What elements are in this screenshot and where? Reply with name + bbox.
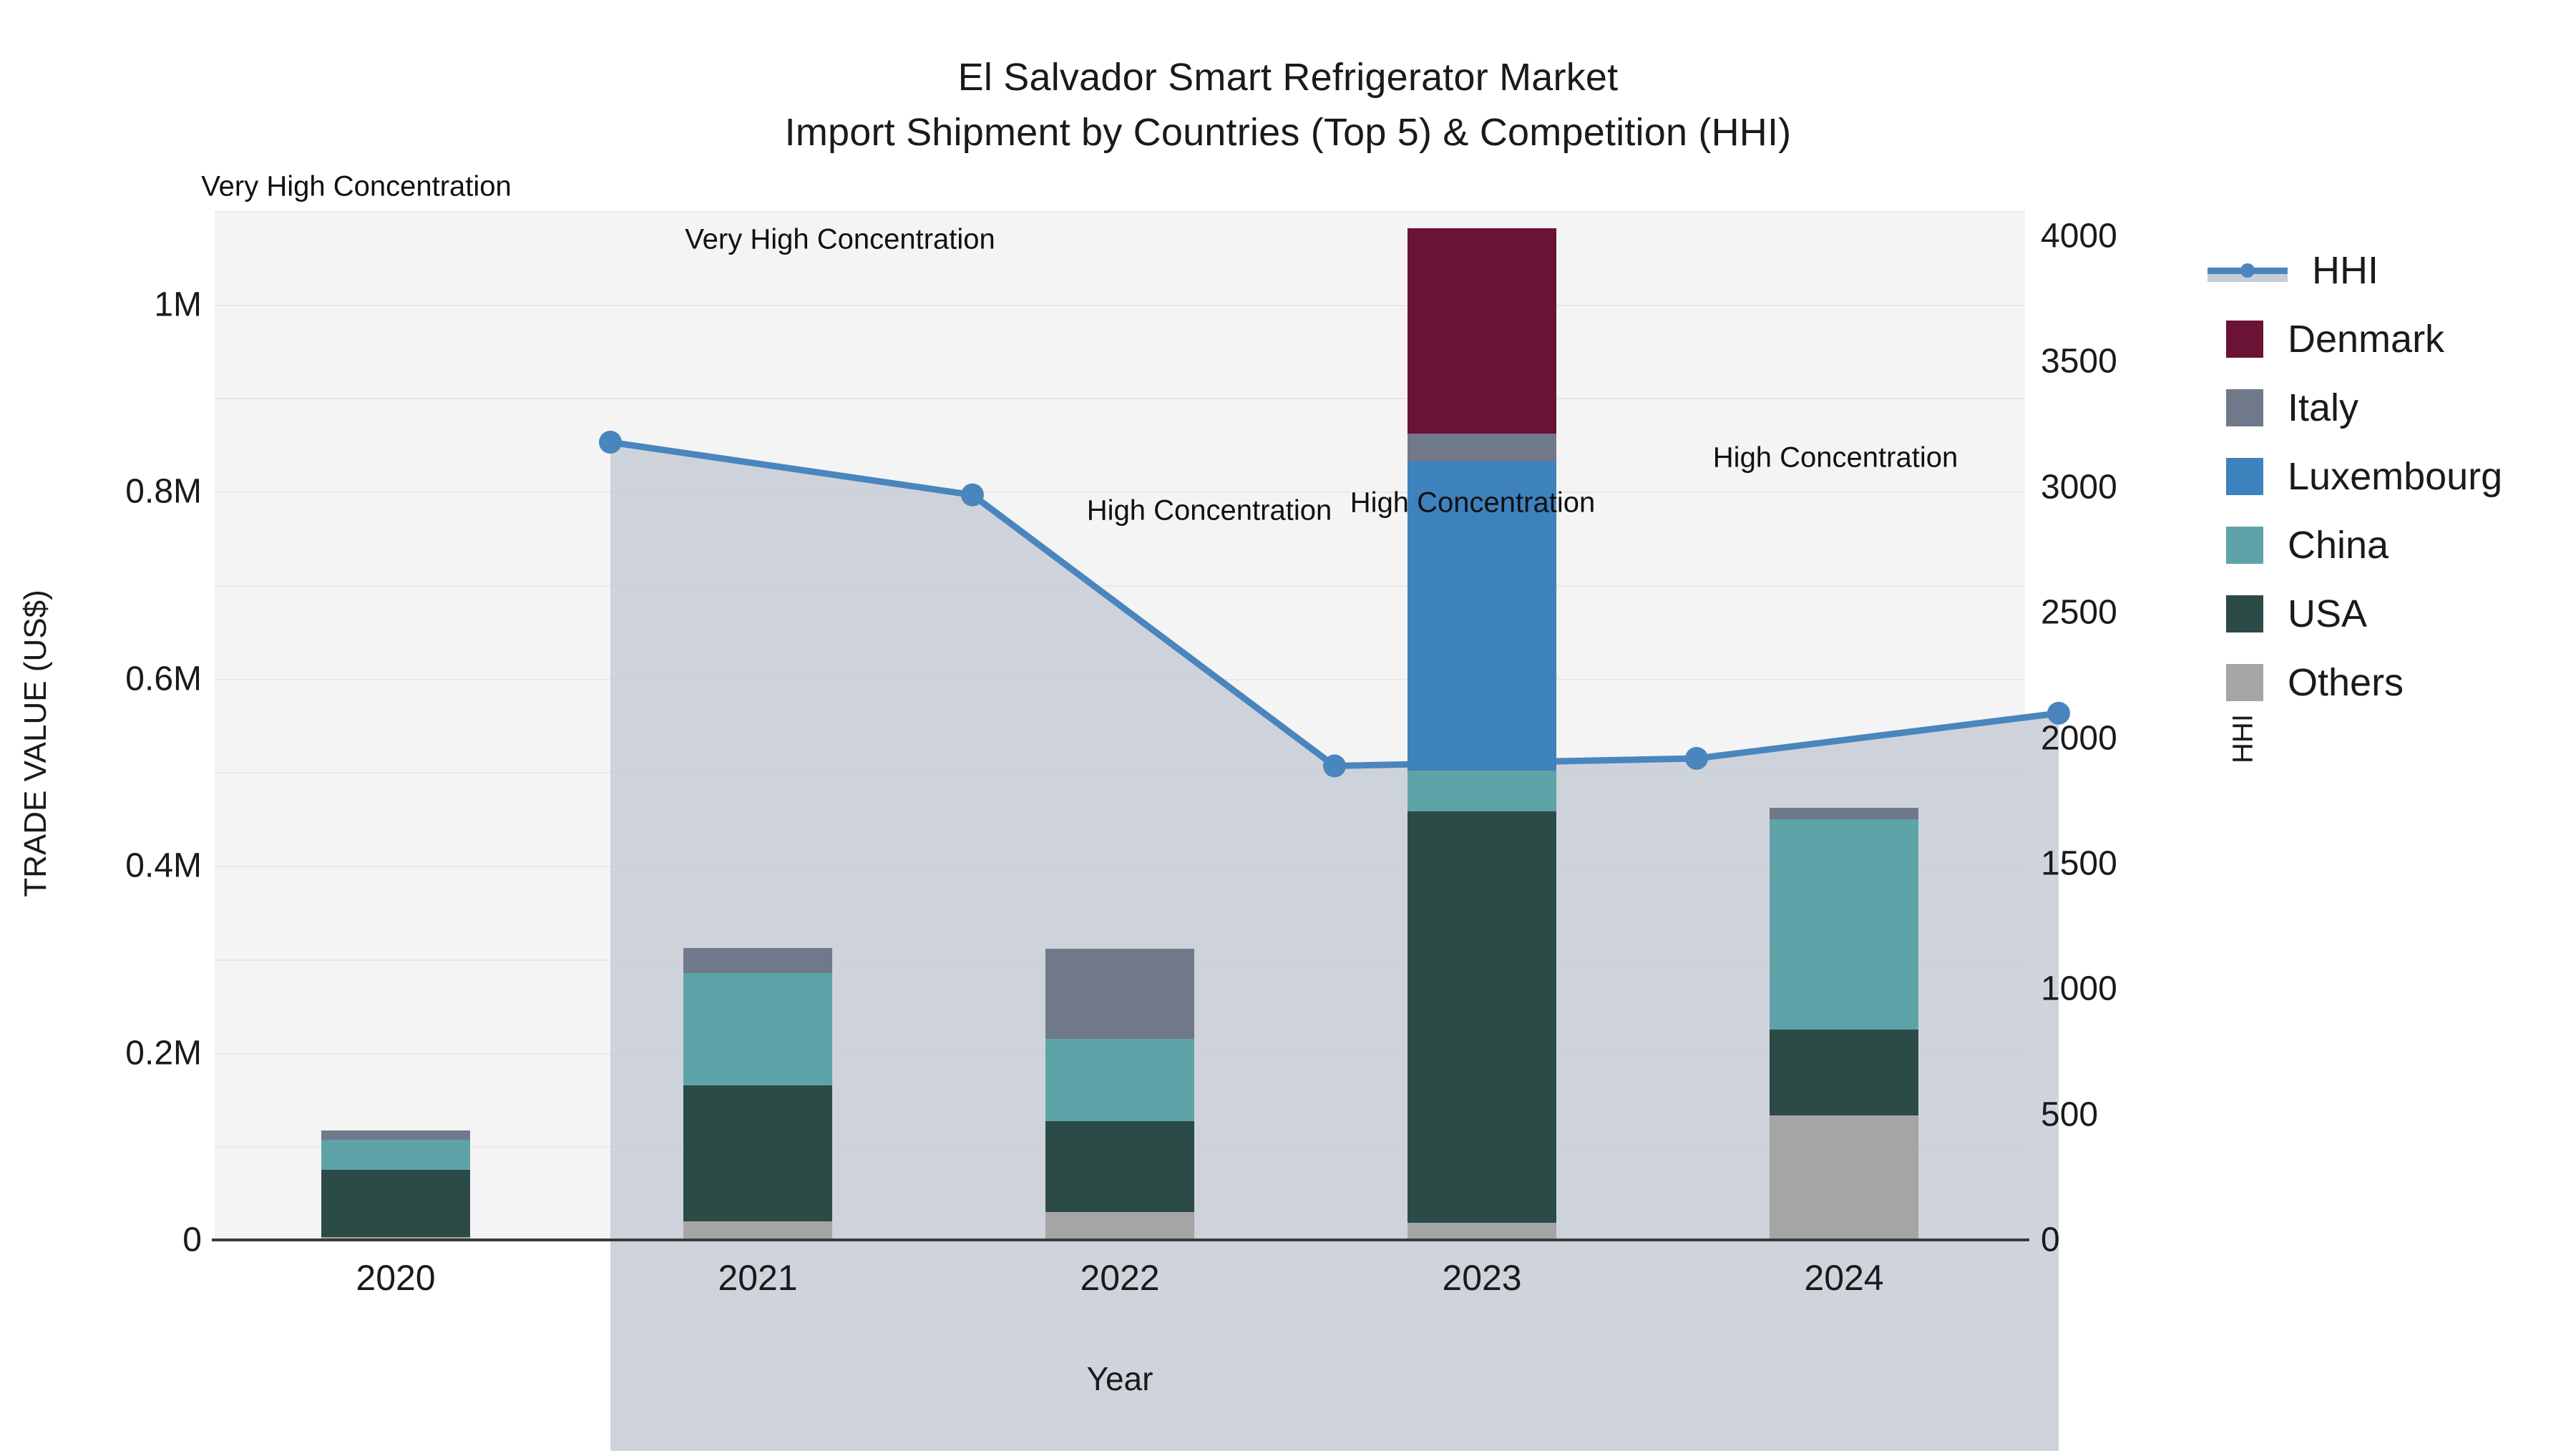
hhi-area-fill xyxy=(610,442,2059,1451)
chart-title-line-1: El Salvador Smart Refrigerator Market xyxy=(957,56,1619,99)
legend-line-marker xyxy=(2240,263,2255,278)
annotation-2020: Very High Concentration xyxy=(201,170,512,202)
legend-label-italy: Italy xyxy=(2288,386,2359,429)
y-tick-left: 0 xyxy=(182,1221,202,1259)
bar-segment-china[interactable] xyxy=(1770,819,1918,1030)
gridline xyxy=(215,585,2025,587)
y-tick-right: 3000 xyxy=(2041,468,2117,507)
bar-2024[interactable] xyxy=(1770,211,1918,1240)
annotation-2021: Very High Concentration xyxy=(685,223,995,255)
y-tick-left: 1M xyxy=(154,285,202,324)
x-axis-label: Year xyxy=(1086,1360,1153,1397)
legend-swatch-china xyxy=(2226,527,2263,564)
bar-segment-usa[interactable] xyxy=(683,1085,832,1221)
x-tick-2024: 2024 xyxy=(1804,1258,1884,1298)
y-tick-right: 2000 xyxy=(2041,719,2117,758)
hhi-data-point[interactable] xyxy=(2047,701,2070,725)
bar-2023[interactable] xyxy=(1407,211,1556,1240)
legend-line-swatch xyxy=(2207,252,2288,289)
legend-item-others[interactable]: Others xyxy=(2207,648,2565,717)
y-tick-right: 4000 xyxy=(2041,217,2117,255)
legend-item-italy[interactable]: Italy xyxy=(2207,373,2565,442)
y-tick-right: 3500 xyxy=(2041,342,2117,381)
bar-segment-luxembourg[interactable] xyxy=(1407,461,1556,771)
bar-segment-others[interactable] xyxy=(683,1221,832,1240)
bar-segment-others[interactable] xyxy=(1407,1223,1556,1240)
hhi-data-point[interactable] xyxy=(1685,746,1708,770)
x-tick-2021: 2021 xyxy=(718,1258,798,1298)
legend-label-denmark: Denmark xyxy=(2288,318,2445,361)
gridline xyxy=(215,492,2025,494)
bar-2022[interactable] xyxy=(1045,211,1194,1240)
legend-item-hhi[interactable]: HHI xyxy=(2207,236,2565,305)
y-tick-left: 0.2M xyxy=(125,1034,202,1073)
bar-segment-denmark[interactable] xyxy=(1407,228,1556,434)
bar-segment-usa[interactable] xyxy=(1407,811,1556,1223)
bar-segment-italy[interactable] xyxy=(1407,434,1556,462)
legend-swatch-denmark xyxy=(2226,321,2263,358)
x-tick-2022: 2022 xyxy=(1080,1258,1160,1298)
bar-segment-italy[interactable] xyxy=(1770,808,1918,819)
chart-legend: HHI Denmark Italy Luxembourg China USA Others xyxy=(2207,236,2565,717)
legend-label-usa: USA xyxy=(2288,592,2368,635)
bar-segment-china[interactable] xyxy=(1407,770,1556,812)
legend-swatch-usa xyxy=(2226,595,2263,632)
legend-swatch-luxembourg xyxy=(2226,458,2263,495)
legend-label-china: China xyxy=(2288,524,2389,567)
legend-item-china[interactable]: China xyxy=(2207,511,2565,580)
hhi-data-point[interactable] xyxy=(599,431,622,454)
bar-segment-italy[interactable] xyxy=(683,948,832,974)
hhi-line-series xyxy=(599,431,2070,1451)
x-tick-2023: 2023 xyxy=(1442,1258,1522,1298)
legend-item-denmark[interactable]: Denmark xyxy=(2207,305,2565,373)
bar-segment-others[interactable] xyxy=(1770,1115,1918,1240)
y-tick-right: 0 xyxy=(2041,1221,2060,1259)
bar-segment-usa[interactable] xyxy=(321,1169,470,1238)
bar-segment-italy[interactable] xyxy=(1045,949,1194,1039)
bar-segment-italy[interactable] xyxy=(321,1130,470,1140)
chart-title-subtitle: Import Shipment by Countries (Top 5) & C… xyxy=(784,110,1792,154)
y-tick-right: 1000 xyxy=(2041,969,2117,1008)
bar-segment-china[interactable] xyxy=(1045,1038,1194,1121)
y-tick-left: 0.8M xyxy=(125,472,202,511)
legend-label-luxembourg: Luxembourg xyxy=(2288,455,2503,498)
bar-segment-china[interactable] xyxy=(321,1140,470,1170)
x-tick-2020: 2020 xyxy=(356,1258,436,1298)
bar-segment-usa[interactable] xyxy=(1770,1029,1918,1116)
bar-segment-usa[interactable] xyxy=(1045,1121,1194,1212)
gridline xyxy=(215,304,2025,306)
bar-segment-others[interactable] xyxy=(1045,1211,1194,1240)
legend-swatch-italy xyxy=(2226,389,2263,426)
y-tick-right: 2500 xyxy=(2041,593,2117,632)
y-axis-left-label: TRADE VALUE (US$) xyxy=(18,590,53,897)
hhi-data-point[interactable] xyxy=(1323,754,1346,778)
annotation-2022: High Concentration xyxy=(1086,494,1332,526)
legend-label-hhi: HHI xyxy=(2312,249,2379,292)
annotation-2024: High Concentration xyxy=(1712,441,1958,474)
legend-swatch-others xyxy=(2226,664,2263,701)
y-tick-right: 500 xyxy=(2041,1095,2099,1134)
y-tick-left: 0.4M xyxy=(125,846,202,885)
x-axis-line xyxy=(212,1239,2029,1241)
legend-label-others: Others xyxy=(2288,661,2404,704)
y-tick-right: 1500 xyxy=(2041,844,2117,883)
plot-area: Very High Concentration Very High Concent… xyxy=(201,171,2070,1451)
bar-2020[interactable] xyxy=(321,211,470,1240)
annotation-2023: High Concentration xyxy=(1350,487,1596,519)
chart-title: El Salvador Smart Refrigerator Market Im… xyxy=(0,50,2576,160)
legend-item-luxembourg[interactable]: Luxembourg xyxy=(2207,442,2565,511)
gridline xyxy=(215,211,2025,212)
bar-segment-china[interactable] xyxy=(683,973,832,1086)
hhi-data-point[interactable] xyxy=(961,483,984,507)
legend-item-usa[interactable]: USA xyxy=(2207,580,2565,648)
y-tick-left: 0.6M xyxy=(125,660,202,698)
bar-2021[interactable] xyxy=(683,211,832,1240)
gridline xyxy=(215,398,2025,400)
